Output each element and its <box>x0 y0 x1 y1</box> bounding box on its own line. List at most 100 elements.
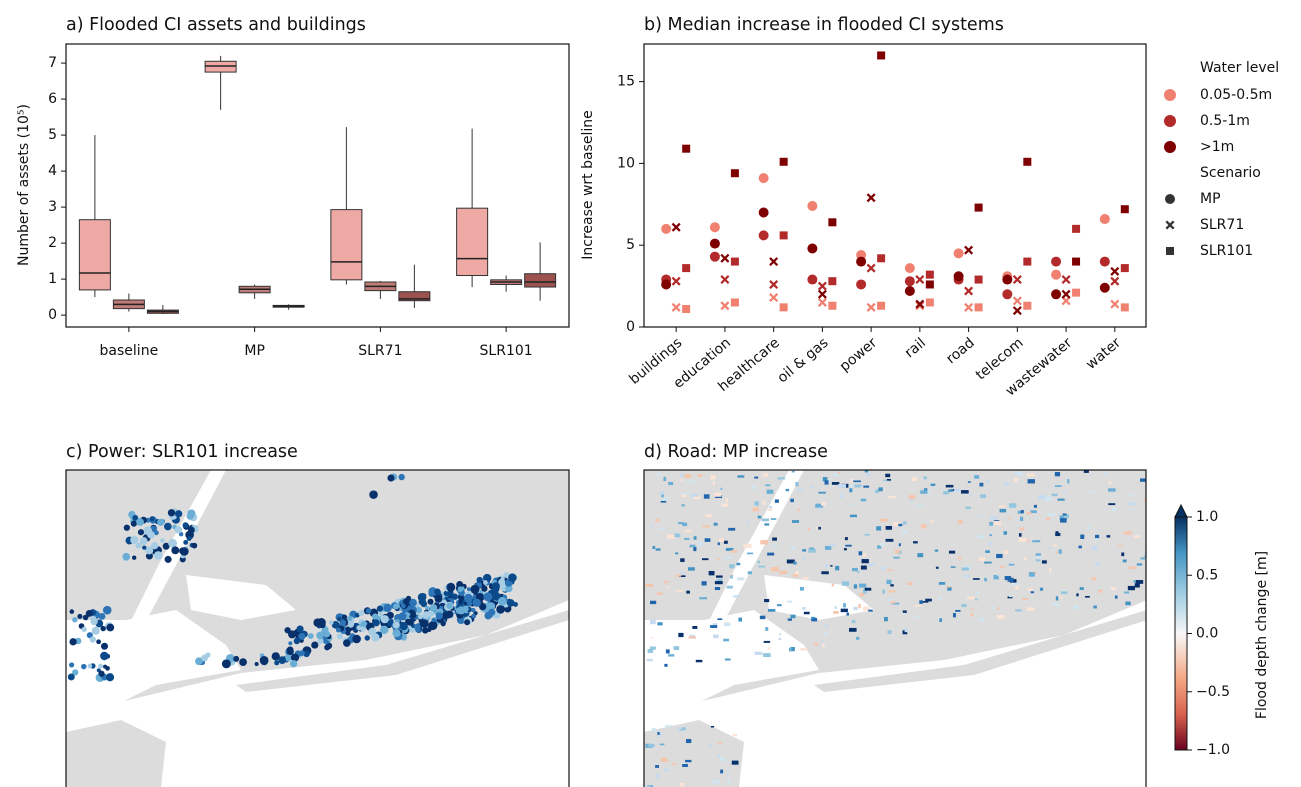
map-speck <box>845 544 852 547</box>
map-speck <box>1013 477 1018 481</box>
panel-title: a) Flooded CI assets and buildings <box>66 15 366 35</box>
map-speck <box>664 768 669 772</box>
point <box>1099 256 1110 267</box>
map-dot <box>298 632 306 640</box>
map-speck <box>915 615 921 618</box>
map-dot <box>399 621 408 631</box>
map-speck <box>766 489 774 494</box>
map-speck <box>1026 511 1032 515</box>
map-dot <box>455 607 463 614</box>
map-speck <box>886 478 891 481</box>
map-speck <box>757 515 762 519</box>
map-speck <box>1134 583 1140 588</box>
map-speck <box>864 587 872 591</box>
y-tick-label: 7 <box>48 55 57 71</box>
map-speck <box>660 500 667 503</box>
map-speck <box>764 598 770 603</box>
map-dot <box>98 663 103 669</box>
map-speck <box>663 476 667 481</box>
plot-frame <box>65 43 570 328</box>
map-dot <box>431 618 436 623</box>
point <box>661 279 672 290</box>
map-speck <box>815 503 824 508</box>
point <box>1120 303 1129 312</box>
point <box>661 223 672 234</box>
map-speck <box>803 611 810 615</box>
map-speck <box>833 611 839 614</box>
map-speck <box>851 503 859 506</box>
map-dot <box>463 593 473 603</box>
map-speck <box>691 493 698 498</box>
map-speck <box>704 538 711 542</box>
map-speck <box>1052 603 1060 606</box>
point <box>1120 205 1129 214</box>
map-speck <box>719 538 725 542</box>
map-speck <box>765 484 771 487</box>
map-speck <box>977 535 985 539</box>
map-speck <box>1035 559 1041 562</box>
map-speck <box>767 647 771 650</box>
map-dot <box>149 516 155 522</box>
map-speck <box>1023 557 1027 561</box>
x-tick-label: SLR101 <box>480 343 533 359</box>
map-speck <box>934 549 939 552</box>
map-speck <box>913 541 918 544</box>
map-speck <box>877 545 882 549</box>
map-speck <box>943 491 949 495</box>
map-speck <box>885 525 892 530</box>
point <box>866 302 876 312</box>
map-speck <box>717 558 720 561</box>
map-speck <box>999 508 1007 513</box>
land <box>186 575 296 620</box>
point <box>758 173 769 184</box>
map-speck <box>974 475 980 479</box>
map-dot <box>420 619 429 628</box>
map-speck <box>761 518 770 522</box>
map-speck <box>731 760 739 765</box>
map-dot <box>343 639 351 647</box>
map-speck <box>835 565 840 571</box>
map-speck <box>866 472 871 477</box>
map-speck <box>914 604 922 607</box>
map-speck <box>727 779 730 784</box>
map-speck <box>1124 591 1130 594</box>
map-speck <box>965 506 971 509</box>
map-speck <box>887 590 896 593</box>
map-speck <box>1132 508 1137 511</box>
map-speck <box>885 473 891 478</box>
map-dot <box>505 584 513 593</box>
map-dot <box>398 612 407 621</box>
map-speck <box>693 546 697 552</box>
map-speck <box>714 581 723 585</box>
map-speck <box>908 499 914 502</box>
map-speck <box>667 534 675 539</box>
map-speck <box>726 585 733 589</box>
map-speck <box>646 658 653 662</box>
map-speck <box>838 484 847 488</box>
map-dot <box>132 514 139 521</box>
map-speck <box>712 481 715 486</box>
point <box>904 263 915 274</box>
map-speck <box>680 558 685 562</box>
map-speck <box>1046 517 1050 520</box>
map-speck <box>673 533 681 538</box>
map-speck <box>974 598 978 601</box>
point <box>1099 282 1110 293</box>
map-speck <box>1055 532 1061 537</box>
land <box>124 470 226 640</box>
map-speck <box>969 493 972 496</box>
map-speck <box>684 529 692 533</box>
map-speck <box>1062 513 1067 516</box>
map-speck <box>961 567 969 571</box>
map-speck <box>858 583 867 588</box>
map-speck <box>682 764 688 768</box>
map-speck <box>989 541 993 546</box>
map-dot <box>284 627 291 634</box>
map-dot <box>96 639 101 645</box>
map-speck <box>1020 516 1024 521</box>
map-dot <box>167 509 176 517</box>
map-speck <box>787 600 793 603</box>
land <box>236 610 569 692</box>
map-dot <box>500 576 505 581</box>
map-dot <box>147 530 155 539</box>
